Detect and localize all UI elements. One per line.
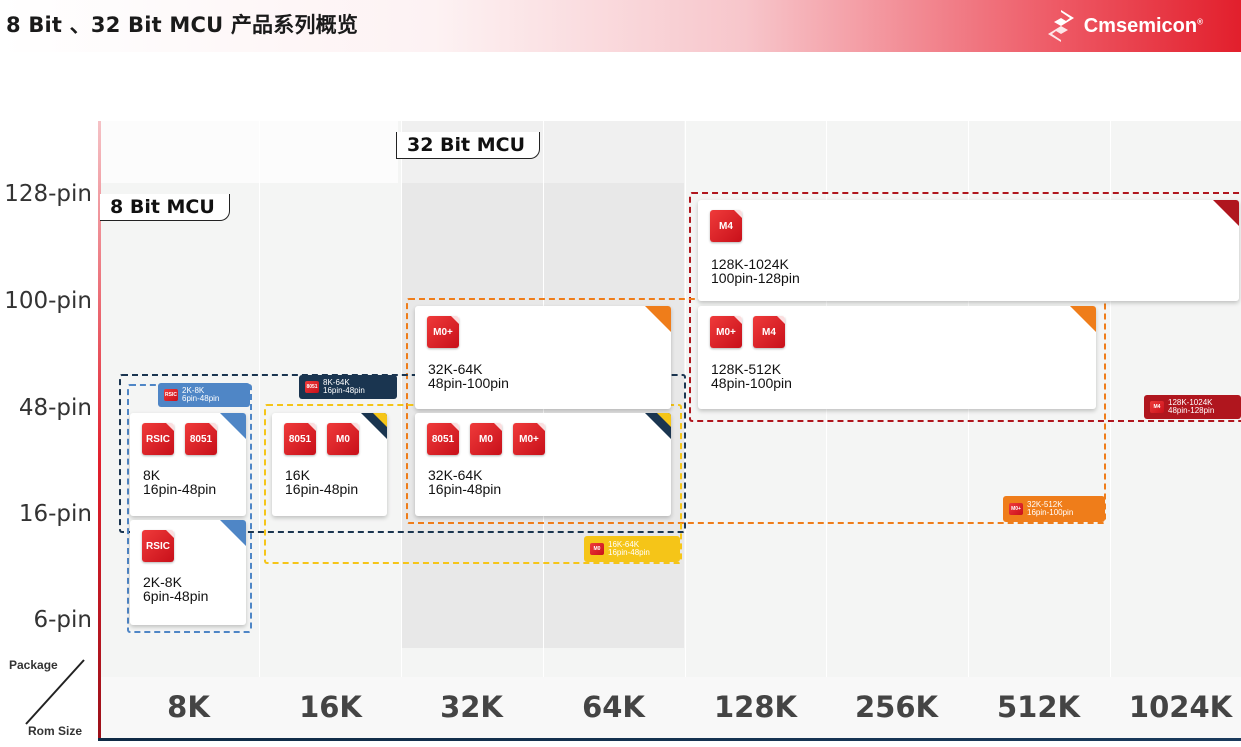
- group-label-rsic: RSIC 2K-8K 6pin-48pin: [158, 383, 250, 407]
- m0plus-chip-icon: M0+: [710, 316, 742, 348]
- group-outline-8051: [119, 374, 686, 533]
- 8051-chip-icon: 8051: [284, 423, 316, 455]
- group-label-m0: M0 16K-64K 16pin-48pin: [584, 536, 680, 562]
- card-pin-range: 48pin-100pin: [428, 375, 509, 391]
- m0-chip-icon: M0: [590, 543, 604, 555]
- grid-line: [259, 121, 260, 677]
- grid-line: [1110, 121, 1111, 677]
- rsic-chip-icon: RSIC: [142, 530, 174, 562]
- card-pin-range: 6pin-48pin: [143, 588, 209, 604]
- x-label-512k: 512K: [996, 690, 1080, 724]
- card-pin-range: 48pin-100pin: [711, 375, 792, 391]
- product-card[interactable]: RSIC 2K-8K 6pin-48pin: [130, 520, 246, 625]
- y-label-128pin: 128-pin: [4, 181, 92, 207]
- m4-chip-icon: M4: [1150, 401, 1164, 413]
- brand-logo: Cmsemicon®: [1044, 8, 1203, 44]
- y-label-6pin: 6-pin: [33, 607, 93, 633]
- card-rom-range: 32K-64K: [428, 361, 483, 377]
- card-corner-mark: [1213, 200, 1239, 226]
- y-axis-line: [98, 121, 101, 741]
- header-bar: 8 Bit 、32 Bit MCU 产品系列概览 Cmsemicon®: [0, 0, 1241, 52]
- 8051-chip-icon: 8051: [305, 381, 319, 393]
- m0-chip-icon: M0: [470, 423, 502, 455]
- x-label-8k: 8K: [167, 690, 210, 724]
- m0plus-chip-icon: M0+: [427, 316, 459, 348]
- rsic-chip-icon: RSIC: [142, 423, 174, 455]
- brand-name: Cmsemicon: [1083, 14, 1198, 37]
- m4-chip-icon: M4: [710, 210, 742, 242]
- product-card[interactable]: 8051 M0 M0+ 32K-64K 16pin-48pin: [415, 413, 671, 516]
- card-pin-range: 100pin-128pin: [711, 270, 800, 286]
- registered-mark: ®: [1197, 16, 1203, 26]
- x-label-128k: 128K: [713, 690, 797, 724]
- corner-diagonal: [25, 659, 85, 725]
- x-label-64k: 64K: [582, 690, 645, 724]
- group-label-pins: 48pin-128pin: [1168, 406, 1215, 415]
- product-card[interactable]: M0+ 32K-64K 48pin-100pin: [415, 306, 671, 409]
- group-label-m4: M4 128K-1024K 48pin-128pin: [1144, 395, 1241, 419]
- y-label-48pin: 48-pin: [18, 395, 92, 421]
- group-label-pins: 16pin-100pin: [1027, 508, 1074, 517]
- card-corner-mark: [220, 520, 246, 546]
- x-axis-band: [98, 677, 1241, 741]
- product-card[interactable]: M0+ M4 128K-512K 48pin-100pin: [698, 306, 1096, 409]
- group-label-rom: 2K-8K: [182, 386, 205, 395]
- card-corner-mark: [220, 413, 246, 439]
- m0plus-chip-icon: M0+: [513, 423, 545, 455]
- family-tag-32bit: 32 Bit MCU: [396, 132, 541, 159]
- product-card[interactable]: M4 128K-1024K 100pin-128pin: [698, 200, 1239, 301]
- product-card[interactable]: 8051 M0 16K 16pin-48pin: [272, 413, 387, 516]
- group-label-rom: 32K-512K: [1027, 500, 1063, 509]
- cmsemicon-logo-icon: [1047, 10, 1074, 42]
- 8051-chip-icon: 8051: [427, 423, 459, 455]
- group-label-8051: 8051 8K-64K 16pin-48pin: [299, 375, 397, 399]
- group-label-pins: 16pin-48pin: [608, 548, 650, 557]
- card-rom-range: 16K: [285, 467, 310, 483]
- page-title: 8 Bit 、32 Bit MCU 产品系列概览: [6, 13, 359, 37]
- x-label-32k: 32K: [440, 690, 503, 724]
- group-label-rom: 8K-64K: [323, 378, 350, 387]
- x-label-256k: 256K: [854, 690, 938, 724]
- corner-label-package: Package: [9, 658, 58, 672]
- m0plus-chip-icon: M0+: [1009, 503, 1023, 515]
- group-label-rom: 16K-64K: [608, 540, 640, 549]
- group-label-m0plus: M0+ 32K-512K 16pin-100pin: [1003, 496, 1105, 522]
- card-rom-range: 2K-8K: [143, 574, 182, 590]
- product-card[interactable]: RSIC 8051 8K 16pin-48pin: [130, 413, 246, 516]
- y-label-16pin: 16-pin: [18, 501, 92, 527]
- family-tag-8bit: 8 Bit MCU: [100, 194, 230, 221]
- m4-chip-icon: M4: [753, 316, 785, 348]
- card-rom-range: 32K-64K: [428, 467, 483, 483]
- grid-line: [401, 121, 402, 677]
- x-label-1024k: 1024K: [1128, 690, 1233, 724]
- card-pin-range: 16pin-48pin: [285, 481, 359, 497]
- top-band: [98, 121, 398, 183]
- corner-label-rom-size: Rom Size: [28, 724, 83, 738]
- card-rom-range: 128K-1024K: [711, 256, 789, 272]
- card-corner-mark: [645, 306, 671, 332]
- 8051-chip-icon: 8051: [185, 423, 217, 455]
- card-rom-range: 8K: [143, 467, 161, 483]
- card-rom-range: 128K-512K: [711, 361, 782, 377]
- m0-chip-icon: M0: [327, 423, 359, 455]
- x-label-16k: 16K: [299, 690, 362, 724]
- group-outline-m4: [689, 192, 1241, 422]
- y-label-100pin: 100-pin: [4, 288, 92, 314]
- card-corner-mark: [657, 413, 671, 427]
- group-label-pins: 16pin-48pin: [323, 386, 365, 395]
- rsic-chip-icon: RSIC: [164, 389, 178, 401]
- x-axis-line: [98, 738, 1241, 741]
- card-pin-range: 16pin-48pin: [428, 481, 502, 497]
- card-corner-mark: [373, 413, 387, 427]
- card-corner-mark: [1070, 306, 1096, 332]
- card-pin-range: 16pin-48pin: [143, 481, 217, 497]
- group-label-rom: 128K-1024K: [1168, 398, 1213, 407]
- group-label-pins: 6pin-48pin: [182, 394, 220, 403]
